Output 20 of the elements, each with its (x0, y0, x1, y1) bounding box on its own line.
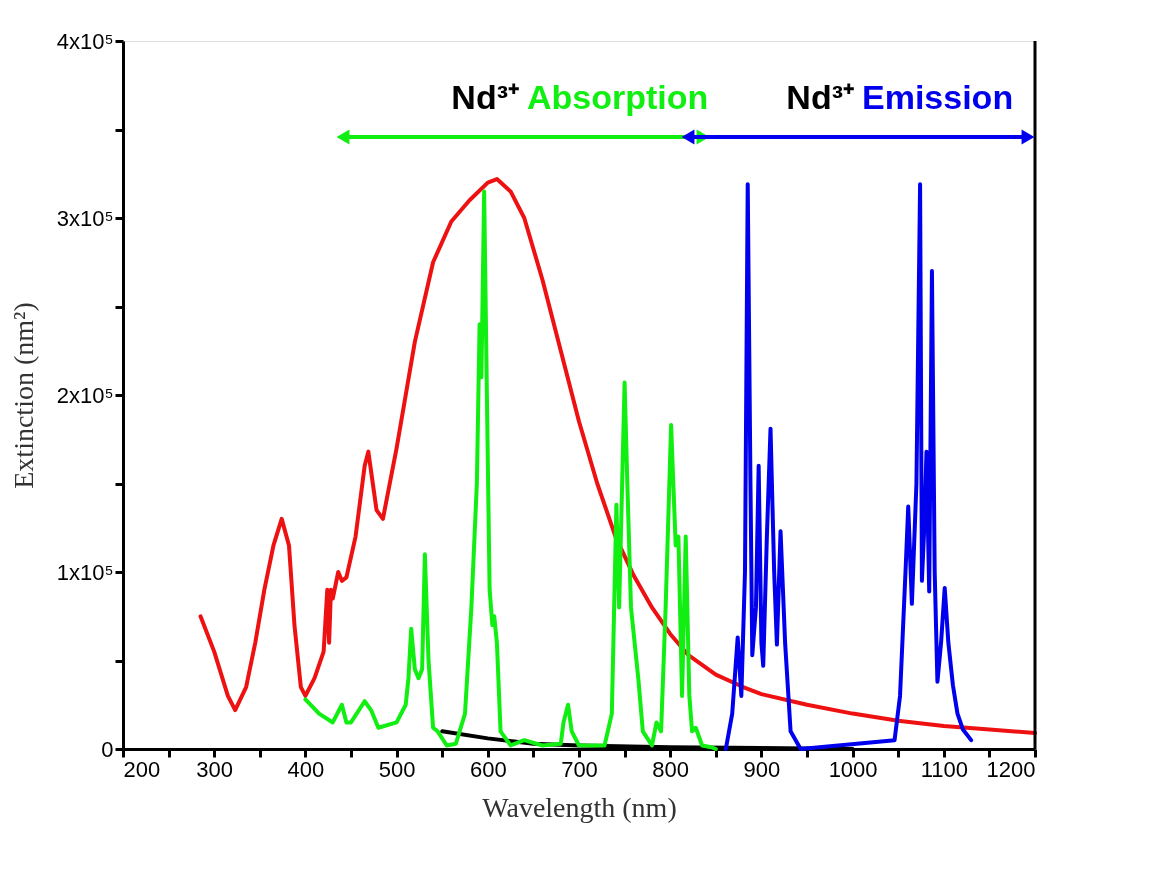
annotation: Nd³⁺ Emission (786, 78, 1014, 116)
x-tick-label: 200 (123, 756, 161, 782)
y-tick-label: 1x10⁵ (56, 559, 114, 585)
x-tick-label: 400 (287, 756, 325, 782)
x-tick-label: 600 (469, 756, 507, 782)
x-tick-label: 1100 (920, 756, 968, 782)
x-tick-label: 1200 (986, 756, 1036, 782)
x-tick-label: 500 (378, 756, 416, 782)
y-tick-label: 2x10⁵ (56, 382, 114, 408)
y-axis-title: Extinction (nm²) (7, 302, 39, 489)
annotation: Nd³⁺ Absorption (451, 78, 709, 116)
x-tick-label: 300 (196, 756, 234, 782)
x-axis-title: Wavelength (nm) (482, 791, 677, 823)
y-tick-label: 3x10⁵ (56, 205, 114, 231)
y-tick-label: 0 (101, 736, 114, 762)
x-tick-label: 800 (652, 756, 690, 782)
x-tick-label: 1000 (828, 756, 878, 782)
y-tick-label: 4x10⁵ (56, 28, 114, 54)
x-tick-label: 900 (743, 756, 781, 782)
x-tick-label: 700 (561, 756, 598, 782)
